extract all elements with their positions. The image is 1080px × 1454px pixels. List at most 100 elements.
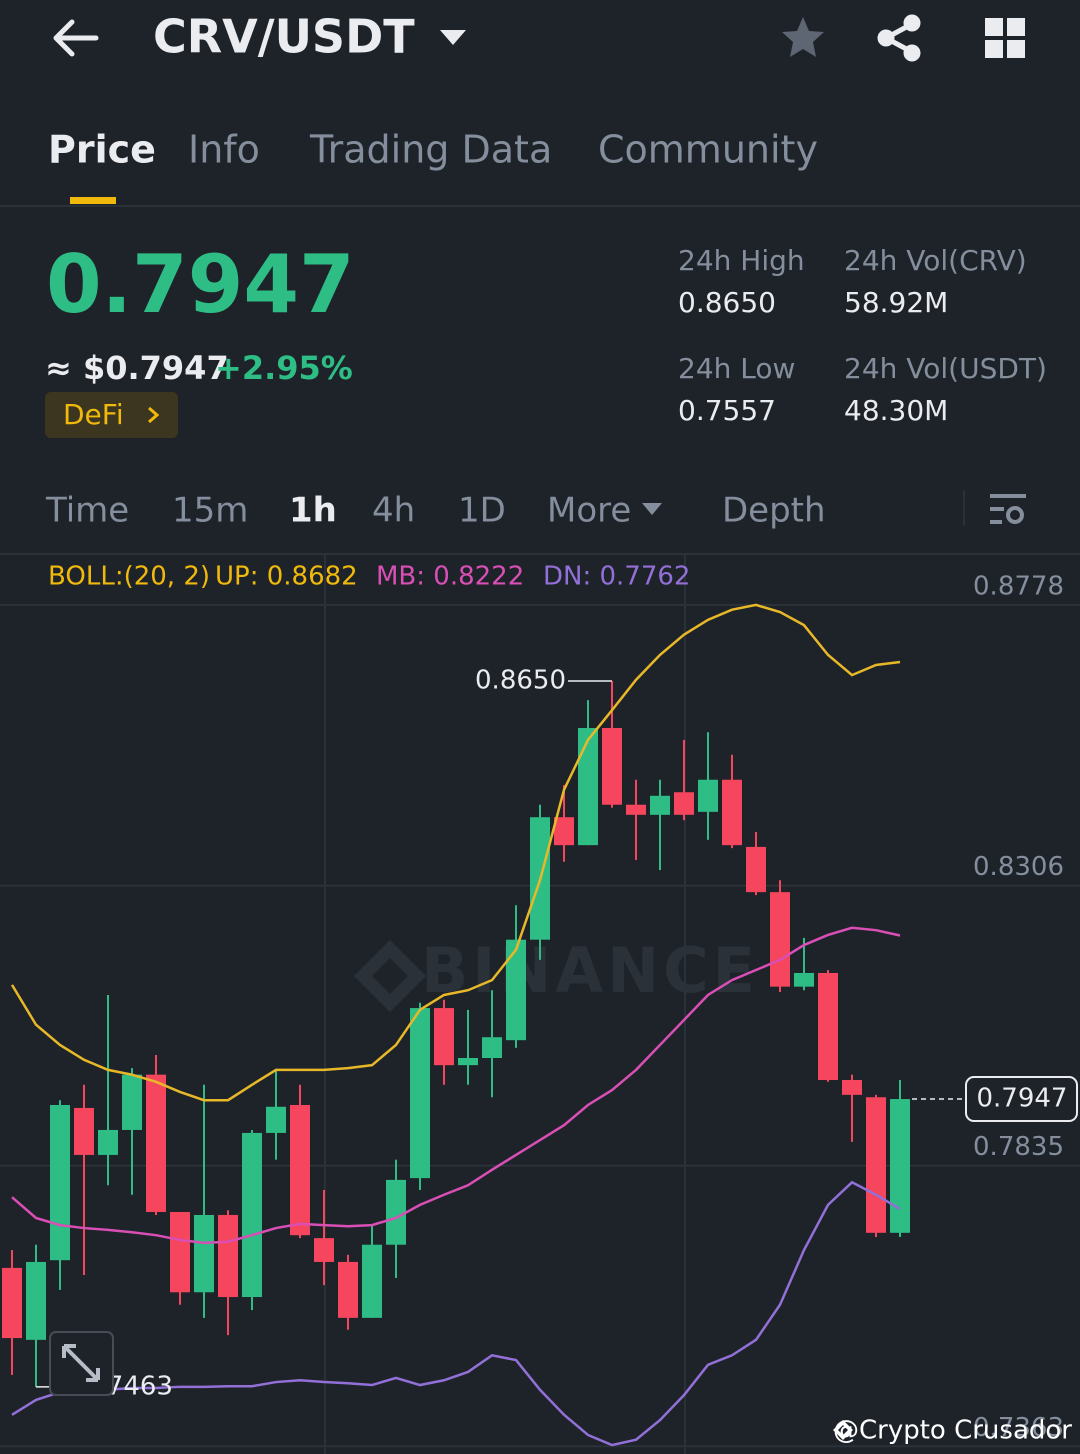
stat-value: 48.30M bbox=[844, 394, 948, 427]
last-price: 0.7947 bbox=[46, 238, 355, 331]
stat-value: 0.8650 bbox=[678, 286, 776, 319]
share-dot bbox=[877, 29, 895, 47]
stat-value: 58.92M bbox=[844, 286, 948, 319]
tab[interactable]: Info bbox=[188, 128, 260, 172]
tag-background bbox=[45, 392, 178, 438]
divider bbox=[0, 205, 1080, 207]
interval-divider bbox=[963, 490, 965, 526]
candle-body bbox=[842, 1080, 862, 1095]
candle-body bbox=[458, 1058, 478, 1066]
candle-body bbox=[98, 1129, 118, 1155]
price-change: +2.95% bbox=[215, 349, 353, 387]
candle-body bbox=[866, 1097, 886, 1233]
share-dot bbox=[903, 44, 921, 62]
candle-body bbox=[578, 728, 598, 846]
interval-tab[interactable]: More bbox=[547, 491, 631, 531]
share-dot bbox=[903, 14, 921, 32]
candle-body bbox=[722, 779, 742, 846]
pair-title[interactable]: CRV/USDT bbox=[153, 10, 415, 64]
candle-body bbox=[146, 1074, 166, 1213]
candle-body bbox=[170, 1212, 190, 1293]
candle-body bbox=[74, 1107, 94, 1155]
candle-body bbox=[26, 1261, 46, 1340]
candle-body bbox=[218, 1214, 238, 1298]
tag-chevron bbox=[148, 406, 160, 424]
grid-square bbox=[985, 18, 1003, 36]
more-dropdown bbox=[642, 503, 662, 515]
candle-body bbox=[650, 795, 670, 815]
candle-body bbox=[482, 1037, 502, 1059]
tag-label: DeFi bbox=[63, 398, 124, 431]
back-button[interactable] bbox=[53, 19, 99, 57]
candlestick-chart: BINANCE bbox=[0, 555, 1080, 1454]
watermark: BINANCE bbox=[421, 934, 759, 1007]
stat-value: 0.7557 bbox=[678, 394, 776, 427]
candle-body bbox=[386, 1179, 406, 1245]
stat-label: 24h Vol(USDT) bbox=[844, 352, 1047, 385]
interval-tab[interactable]: 4h bbox=[372, 491, 415, 531]
candle-body bbox=[410, 1008, 430, 1179]
stat-label: 24h Vol(CRV) bbox=[844, 244, 1027, 277]
expand-icon bbox=[62, 1344, 100, 1382]
candle-body bbox=[434, 1008, 454, 1066]
boll-line bbox=[11, 1180, 901, 1447]
interval-tab[interactable]: Depth bbox=[722, 491, 826, 531]
boll-line bbox=[11, 926, 901, 1245]
indicator-up: UP: 0.8682 bbox=[215, 562, 358, 592]
price-axis-label: 0.8306 bbox=[973, 852, 1064, 882]
fiat-price: ≈ $0.7947 bbox=[45, 349, 229, 387]
candle-body bbox=[818, 972, 838, 1081]
interval-bar: Time 15m 1h 4h 1D More Depth bbox=[45, 491, 826, 531]
indicator-mb: MB: 0.8222 bbox=[376, 562, 524, 592]
candle-body bbox=[602, 728, 622, 805]
last-price-label: 0.7947 bbox=[977, 1084, 1068, 1114]
stats: 24h High 0.8650 24h Vol(CRV) 58.92M 24h Low 0… bbox=[678, 244, 1047, 427]
settings-gear bbox=[1006, 506, 1024, 524]
candle-body bbox=[2, 1267, 22, 1339]
candle-body bbox=[242, 1132, 262, 1298]
grid-square bbox=[985, 40, 1003, 58]
interval-tab[interactable]: Time bbox=[45, 491, 129, 531]
candle-body bbox=[626, 804, 646, 815]
price-axis-label: 0.8778 bbox=[973, 571, 1064, 601]
candle-body bbox=[746, 846, 766, 893]
candle-body bbox=[122, 1074, 142, 1130]
candle-body bbox=[290, 1104, 310, 1236]
tab-indicator bbox=[70, 197, 116, 204]
last-price-box bbox=[965, 1076, 1078, 1123]
credit-logo bbox=[833, 1420, 853, 1440]
interval-tab[interactable]: 1h bbox=[289, 491, 337, 531]
candle-body bbox=[674, 792, 694, 815]
layout-button[interactable] bbox=[985, 18, 1025, 58]
pair-dropdown[interactable] bbox=[440, 30, 466, 45]
share-button[interactable] bbox=[877, 14, 921, 62]
candle-body bbox=[194, 1214, 214, 1293]
candle-body bbox=[266, 1106, 286, 1133]
candle-body bbox=[338, 1261, 358, 1318]
boll-line bbox=[10, 603, 901, 1102]
candle-body bbox=[890, 1099, 910, 1233]
candle-body bbox=[362, 1244, 382, 1318]
expand-button[interactable] bbox=[49, 1331, 114, 1396]
candle-body bbox=[770, 892, 790, 987]
candle-body bbox=[698, 779, 718, 812]
high-marker: 0.8650 bbox=[475, 666, 566, 696]
interval-tab[interactable]: 1D bbox=[458, 491, 506, 531]
interval-tab[interactable]: 15m bbox=[172, 491, 248, 531]
stat-label: 24h Low bbox=[678, 352, 795, 385]
grid-square bbox=[1007, 40, 1025, 58]
chart-overlay: 0.87780.83060.78350.73630.86500.74630.79… bbox=[36, 571, 1078, 1443]
stat-label: 24h High bbox=[678, 244, 805, 277]
favorite-star[interactable] bbox=[782, 17, 824, 57]
chart-settings[interactable] bbox=[990, 494, 1026, 524]
tab[interactable]: Trading Data bbox=[309, 128, 552, 172]
tag-chip[interactable]: DeFi bbox=[45, 392, 178, 438]
indicator-dn: DN: 0.7762 bbox=[543, 562, 690, 592]
candle-body bbox=[314, 1238, 334, 1262]
price-axis-label: 0.7835 bbox=[973, 1132, 1064, 1162]
candle-body bbox=[554, 817, 574, 846]
tab[interactable]: Community bbox=[598, 128, 818, 172]
candle-body bbox=[50, 1104, 70, 1261]
tab[interactable]: Price bbox=[48, 128, 156, 172]
